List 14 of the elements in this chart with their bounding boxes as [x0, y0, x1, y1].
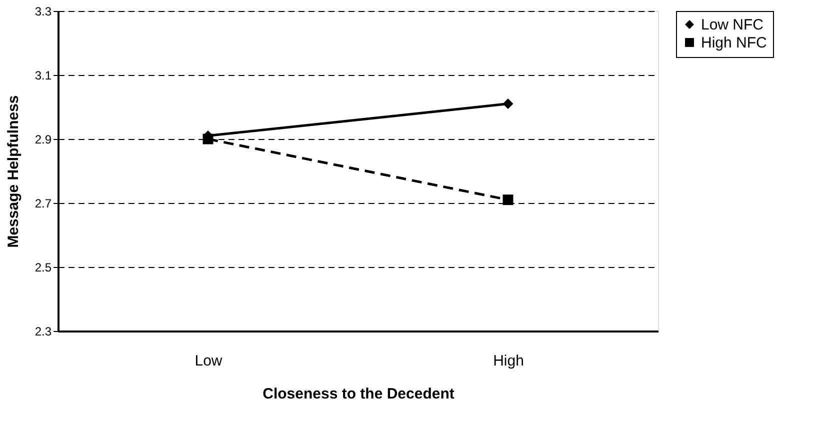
point — [502, 194, 514, 206]
legend-label: Low NFC — [701, 16, 764, 34]
point — [502, 98, 514, 110]
y-tick-label: 2.3 — [34, 324, 52, 338]
legend-label: High NFC — [701, 34, 768, 52]
x-tick-label: High — [493, 352, 524, 370]
x-tick-label: Low — [194, 352, 222, 370]
y-tick-label: 3.3 — [34, 4, 52, 18]
x-axis-title: Closeness to the Decedent — [262, 386, 454, 402]
y-axis-title: Message Helpfulness — [4, 95, 22, 248]
y-tick-label: 2.7 — [34, 196, 52, 210]
y-tick-label: 2.9 — [34, 132, 52, 146]
y-tick-label: 2.5 — [34, 260, 52, 274]
y-tick-label: 3.1 — [34, 68, 52, 82]
